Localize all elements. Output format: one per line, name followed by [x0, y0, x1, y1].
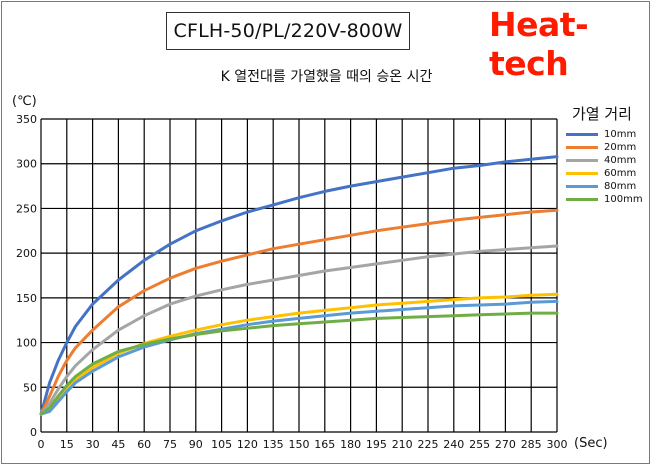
- x-tick-label-18: 270: [495, 438, 516, 451]
- legend-item-80mm: 80mm: [566, 180, 650, 193]
- series-line-10mm: [39, 155, 559, 416]
- x-tick-label-13: 195: [366, 438, 387, 451]
- x-tick-label-10: 150: [289, 438, 310, 451]
- x-tick-label-4: 60: [137, 438, 151, 451]
- series-lines: [39, 155, 559, 416]
- legend-item-100mm: 100mm: [566, 193, 650, 206]
- model-title: CFLH-50/PL/220V-800W: [166, 12, 410, 50]
- x-tick-label-5: 75: [163, 438, 177, 451]
- legend-label: 60mm: [604, 168, 637, 179]
- series-line-80mm: [39, 299, 559, 416]
- x-tick-label-6: 90: [189, 438, 203, 451]
- x-tick-label-3: 45: [111, 438, 125, 451]
- y-tick-label-6: 300: [16, 158, 37, 171]
- x-tick-label-11: 165: [314, 438, 335, 451]
- legend-label: 100mm: [604, 194, 643, 205]
- legend-swatch: [566, 159, 598, 162]
- series-line-100mm: [39, 311, 559, 416]
- y-tick-label-1: 50: [23, 381, 37, 394]
- x-tick-label-0: 0: [38, 438, 45, 451]
- series-line-40mm: [39, 244, 559, 416]
- x-tick-label-15: 225: [418, 438, 439, 451]
- series-line-60mm: [39, 292, 559, 416]
- brand-logo: Heat-tech: [489, 5, 589, 83]
- chart-grid: [40, 118, 558, 433]
- legend-title: 가열 거리: [572, 105, 632, 123]
- legend-label: 80mm: [604, 181, 637, 192]
- x-tick-label-8: 120: [237, 438, 258, 451]
- legend-item-60mm: 60mm: [566, 167, 650, 180]
- y-tick-label-5: 250: [16, 202, 37, 215]
- y-axis-unit: (℃): [12, 94, 37, 109]
- y-tick-label-0: 0: [30, 426, 37, 439]
- x-tick-label-17: 255: [469, 438, 490, 451]
- legend-item-10mm: 10mm: [566, 128, 650, 141]
- legend-item-20mm: 20mm: [566, 141, 650, 154]
- y-tick-label-4: 200: [16, 247, 37, 260]
- x-tick-label-16: 240: [443, 438, 464, 451]
- x-tick-label-2: 30: [86, 438, 100, 451]
- x-tick-label-1: 15: [60, 438, 74, 451]
- x-tick-label-9: 135: [263, 438, 284, 451]
- legend-item-40mm: 40mm: [566, 154, 650, 167]
- legend-label: 20mm: [604, 142, 637, 153]
- x-tick-label-20: 300: [547, 438, 568, 451]
- legend-swatch: [566, 146, 598, 149]
- series-line-20mm: [39, 208, 559, 416]
- y-tick-label-7: 350: [16, 113, 37, 126]
- x-tick-label-14: 210: [392, 438, 413, 451]
- x-tick-label-7: 105: [211, 438, 232, 451]
- y-tick-label-2: 100: [16, 337, 37, 350]
- chart-title: K 열전대를 가열했을 때의 승온 시간: [220, 69, 433, 85]
- x-axis-unit: (Sec): [574, 436, 608, 451]
- legend-label: 10mm: [604, 129, 637, 140]
- legend-label: 40mm: [604, 155, 637, 166]
- legend-swatch: [566, 172, 598, 175]
- x-tick-label-19: 285: [521, 438, 542, 451]
- tick-labels: 0 15 30 45 60 75 90 105 120 135 150 165 180 195 210 225…: [16, 113, 568, 451]
- x-tick-label-12: 180: [340, 438, 361, 451]
- y-tick-label-3: 150: [16, 292, 37, 305]
- legend-swatch: [566, 133, 598, 136]
- legend-swatch: [566, 185, 598, 188]
- legend-swatch: [566, 198, 598, 201]
- legend: 가열 거리 10mm 20mm 40mm 60mm 80mm 100mm: [566, 103, 650, 206]
